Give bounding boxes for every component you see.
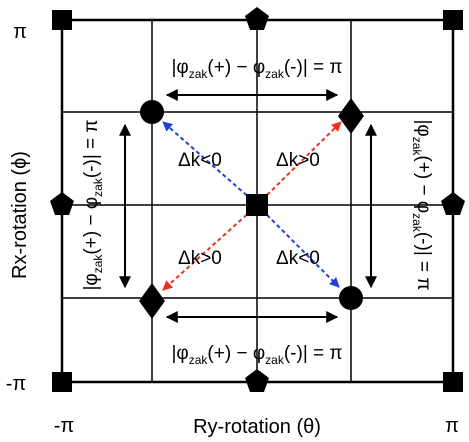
square-marker-center (246, 194, 268, 216)
phase-formula-right-minus: (-) (413, 232, 434, 251)
phase-formula-top-phi: φ (176, 57, 188, 78)
phase-formula-bottom-sub-1: zak (189, 353, 209, 367)
square-marker-top-right (443, 10, 463, 30)
y-axis-title: Rx-rotation (ϕ) (9, 151, 31, 279)
x-axis-title: Ry-rotation (θ) (193, 416, 321, 438)
circle-marker-top-left (140, 100, 164, 124)
phase-formula-top: |φzak(+) − φzak(-)| = π (171, 57, 342, 81)
phase-formula-right: |φzak(+) − φzak(-)| = π (410, 119, 434, 290)
pentagon-marker-right (441, 192, 465, 215)
phase-formula-right-sub-1: zak (410, 137, 424, 157)
phase-formula-bottom-phi: φ (176, 343, 188, 364)
red-arrow-to-bottom-left (162, 209, 253, 291)
delta-k-top-left: Δk<0 (178, 150, 222, 171)
pentagon-marker-left (50, 192, 74, 215)
phase-formula-bottom-minus: (-) (284, 343, 303, 364)
phase-formula-top-equals: = π (308, 57, 343, 78)
phase-formula-right-sub-2: zak (410, 213, 424, 233)
x-tick-max: π (445, 415, 459, 437)
x-tick-min: -π (54, 415, 74, 437)
y-tick-min: -π (6, 373, 26, 395)
phase-formula-bottom-equals: = π (308, 343, 343, 364)
phase-formula-right-plus: (+) − (413, 155, 434, 200)
phase-formula-left-sub-1: zak (91, 254, 105, 274)
delta-k-bottom-left: Δk>0 (178, 248, 222, 269)
diamond-marker-top-right (338, 98, 364, 134)
phase-formula-bottom-phi-2: φ (253, 343, 265, 364)
pentagon-marker-top (245, 7, 269, 30)
y-tick-max: π (13, 21, 27, 43)
phase-formula-left-phi-2: φ (81, 197, 102, 209)
square-marker-bottom-left (52, 372, 72, 392)
blue-arrow-to-top-left (162, 121, 253, 201)
phase-formula-left: |φzak(+) − φzak(-)| = π (81, 119, 105, 290)
red-arrow-to-top-right (261, 121, 342, 201)
phase-formula-left-equals: = π (81, 119, 102, 154)
phase-formula-bottom: |φzak(+) − φzak(-)| = π (171, 343, 342, 367)
phase-formula-top-plus: (+) − (207, 57, 252, 78)
circle-marker-bottom-right (339, 286, 363, 310)
delta-k-bottom-right: Δk<0 (276, 248, 320, 269)
phase-formula-left-plus: (+) − (81, 209, 102, 254)
phase-formula-left-sub-2: zak (91, 177, 105, 197)
phase-formula-right-equals: = π (413, 256, 434, 291)
pentagon-marker-bottom (245, 369, 269, 392)
square-marker-bottom-right (443, 372, 463, 392)
phase-formula-right-phi-2: φ (413, 201, 434, 213)
phase-formula-top-sub-2: zak (265, 67, 285, 81)
phase-formula-left-phi: φ (81, 273, 102, 285)
phase-formula-left-minus: (-) (81, 159, 102, 178)
square-marker-top-left (52, 10, 72, 30)
phase-formula-bottom-plus: (+) − (207, 343, 252, 364)
phase-formula-right-phi: φ (413, 124, 434, 136)
phase-formula-top-minus: (-) (284, 57, 303, 78)
diamond-marker-bottom-left (139, 283, 165, 319)
delta-k-top-right: Δk>0 (276, 150, 320, 171)
phase-formula-top-phi-2: φ (253, 57, 265, 78)
phase-formula-bottom-sub-2: zak (265, 353, 285, 367)
phase-formula-top-sub-1: zak (189, 67, 209, 81)
